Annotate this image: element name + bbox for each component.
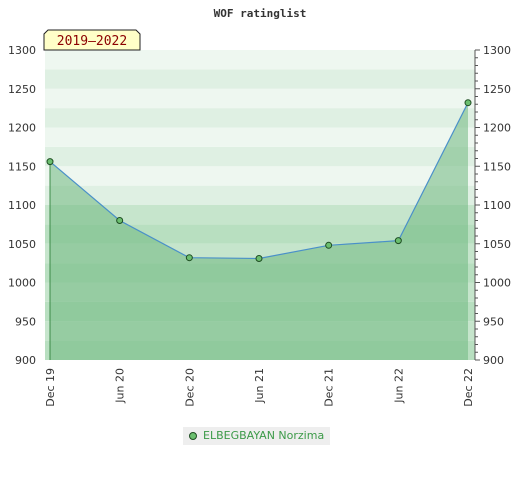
data-point[interactable]	[255, 254, 263, 262]
x-axis: Dec 19 Jun 20 Dec 20 Jun 21 Dec 21 Jun 22 Dec …	[44, 368, 475, 407]
background-band	[45, 166, 475, 186]
left-y-axis: 900 950 1000 1050 1100 1150 1200 1250 1300	[8, 44, 36, 367]
x-tick-label: Jun 21	[253, 368, 266, 404]
legend-series-label: ELBEGBAYAN Norzima	[203, 429, 325, 442]
background-band	[45, 50, 475, 70]
background-band	[45, 69, 475, 89]
series-area	[50, 102, 468, 360]
y-tick-label-right: 1100	[483, 199, 511, 212]
x-tick-label: Dec 22	[462, 368, 475, 407]
data-point[interactable]	[185, 254, 193, 262]
y-tick-label-left: 1200	[8, 122, 36, 135]
y-tick-label-left: 1150	[8, 160, 36, 173]
background-band	[45, 185, 475, 205]
y-tick-label-left: 1100	[8, 199, 36, 212]
x-tick-label: Jun 22	[392, 368, 405, 404]
background-band	[45, 205, 475, 225]
period-badge-text: 2019–2022	[57, 34, 127, 49]
x-tick-label: Jun 20	[114, 368, 127, 404]
y-tick-label-right: 1000	[483, 277, 511, 290]
x-tick-label: Dec 19	[44, 368, 57, 407]
data-point[interactable]	[464, 99, 472, 107]
data-point[interactable]	[394, 237, 402, 245]
right-y-axis: 900 950 1000 1050 1100 1150 1200 1250 1300	[474, 44, 511, 367]
background-band	[45, 108, 475, 128]
y-tick-label-right: 950	[483, 315, 504, 328]
y-tick-label-left: 1300	[8, 44, 36, 57]
y-tick-label-left: 950	[15, 315, 36, 328]
y-tick-label-right: 1200	[483, 122, 511, 135]
period-badge: 2019–2022	[43, 29, 141, 51]
background-band	[45, 127, 475, 147]
y-tick-label-right: 1050	[483, 238, 511, 251]
data-point[interactable]	[46, 158, 54, 166]
x-tick-label: Dec 20	[183, 368, 196, 407]
y-tick-label-left: 1000	[8, 277, 36, 290]
chart-title: WOF ratinglist	[214, 7, 307, 20]
background-band	[45, 146, 475, 167]
y-tick-label-right: 900	[483, 354, 504, 367]
y-tick-label-left: 1050	[8, 238, 36, 251]
background-band	[45, 88, 475, 109]
y-tick-label-right: 1150	[483, 160, 511, 173]
y-tick-label-right: 1300	[483, 44, 511, 57]
y-tick-label-left: 900	[15, 354, 36, 367]
legend-marker-icon	[189, 431, 197, 440]
data-point[interactable]	[325, 241, 333, 249]
y-tick-label-left: 1250	[8, 83, 36, 96]
x-tick-label: Dec 21	[323, 368, 336, 407]
y-tick-label-right: 1250	[483, 83, 511, 96]
data-point[interactable]	[116, 217, 124, 224]
legend[interactable]: ELBEGBAYAN Norzima	[183, 427, 331, 445]
